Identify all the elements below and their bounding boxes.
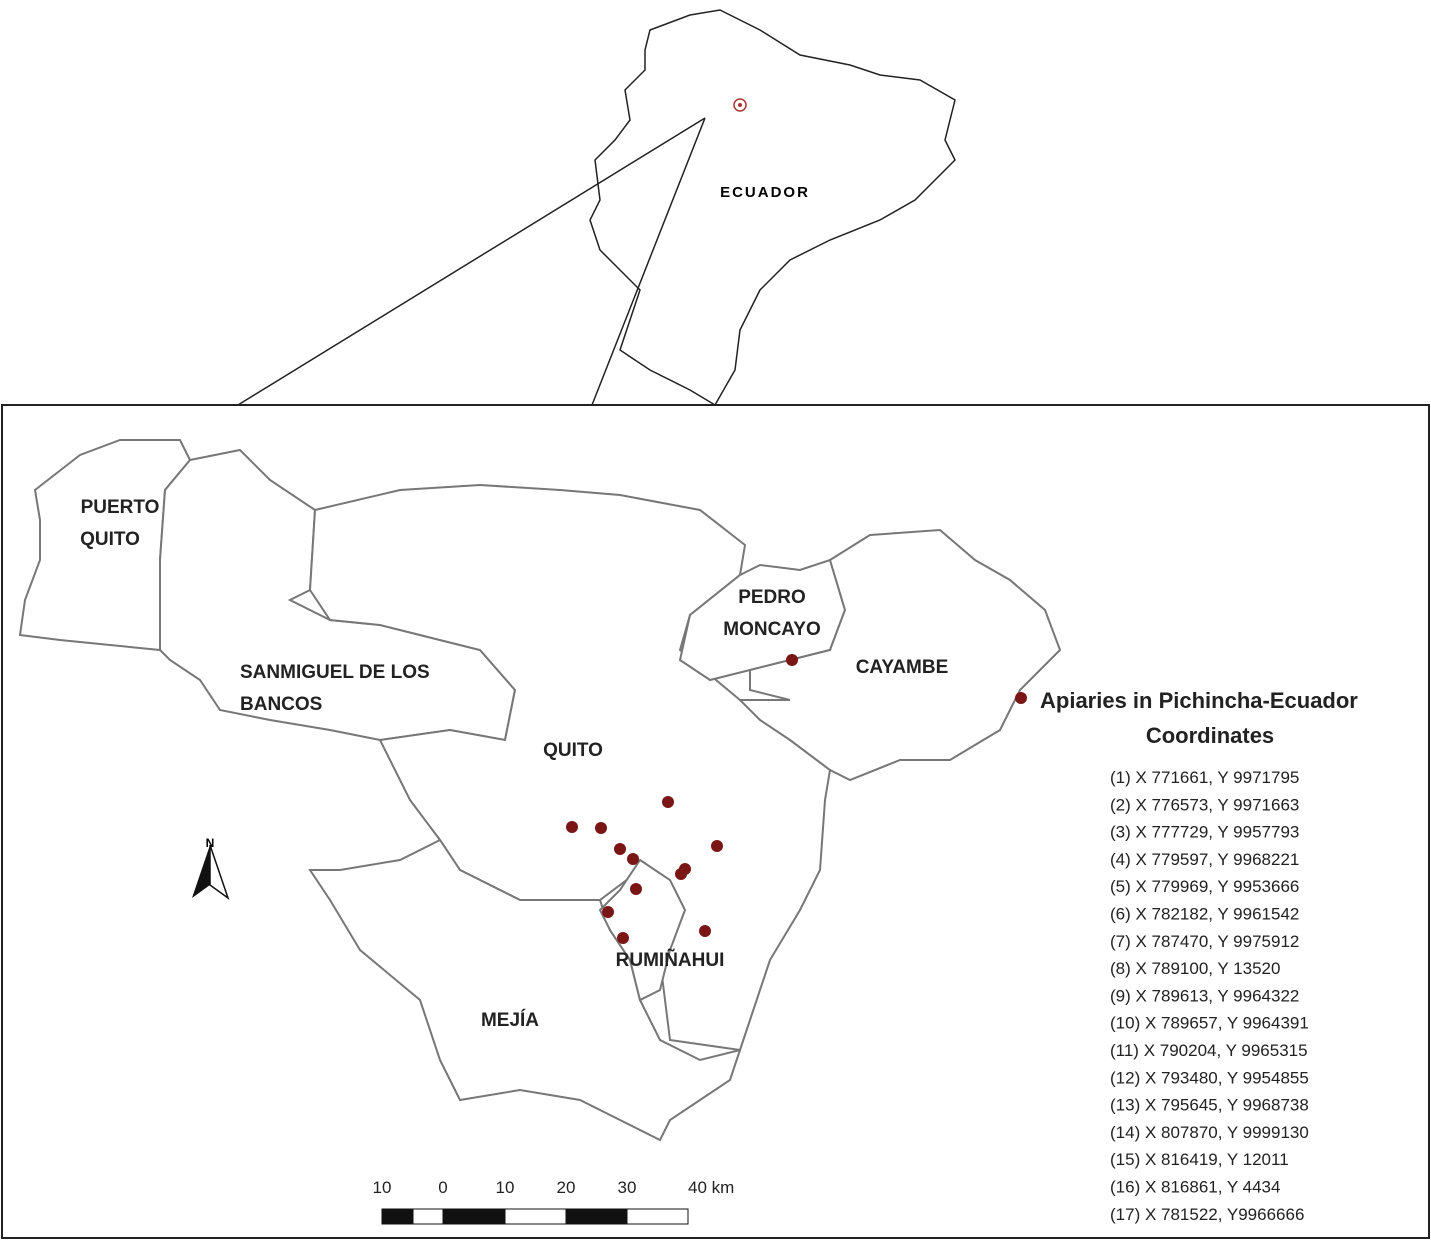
zoom-line	[591, 117, 706, 406]
apiary-point	[711, 840, 723, 852]
scale-label: 10	[373, 1178, 392, 1197]
scale-segment	[412, 1208, 444, 1225]
north-arrow	[209, 844, 230, 900]
scale-segment	[626, 1208, 689, 1225]
region-label: SANMIGUEL DE LOS	[240, 662, 430, 683]
legend-item: (3) X 777729, Y 9957793	[1110, 823, 1299, 842]
zoom-line	[237, 117, 706, 406]
legend-item: (1) X 771661, Y 9971795	[1110, 768, 1299, 787]
north-label: N	[206, 836, 215, 850]
region-label: RUMIÑAHUI	[616, 949, 725, 971]
legend-symbol	[1015, 692, 1027, 704]
region-label: MONCAYO	[723, 619, 820, 640]
ecuador-outline	[589, 9, 956, 407]
scale-segment	[381, 1208, 414, 1225]
scale-label: 0	[438, 1178, 447, 1197]
apiary-point	[617, 932, 629, 944]
legend-item: (16) X 816861, Y 4434	[1110, 1178, 1280, 1197]
scale-label: 40 km	[688, 1178, 734, 1197]
legend-item: (7) X 787470, Y 9975912	[1110, 932, 1299, 951]
legend-item: (4) X 779597, Y 9968221	[1110, 850, 1299, 869]
apiary-point	[627, 853, 639, 865]
scale-segment	[442, 1208, 506, 1225]
apiary-point	[662, 796, 674, 808]
scale-label: 10	[496, 1178, 515, 1197]
region-label: PEDRO	[738, 587, 806, 608]
apiary-point	[630, 883, 642, 895]
apiary-point	[614, 843, 626, 855]
apiary-point	[786, 654, 798, 666]
legend-item: (9) X 789613, Y 9964322	[1110, 986, 1299, 1005]
legend-item: (11) X 790204, Y 9965315	[1110, 1041, 1308, 1060]
legend-title: Apiaries in Pichincha-Ecuador	[1040, 688, 1358, 713]
apiary-point	[602, 906, 614, 918]
legend-item: (17) X 781522, Y9966666	[1110, 1205, 1304, 1224]
legend-item: (14) X 807870, Y 9999130	[1110, 1123, 1309, 1142]
scale-segment	[565, 1208, 628, 1225]
north-arrow	[192, 845, 210, 898]
region	[737, 528, 1062, 782]
apiary-point	[566, 821, 578, 833]
region-label: MEJÍA	[481, 1009, 539, 1031]
legend-items: (1) X 771661, Y 9971795 (2) X 776573, Y 9…	[1110, 768, 1309, 1224]
region-label: BANCOS	[240, 694, 322, 715]
apiary-point	[699, 925, 711, 937]
region	[308, 838, 742, 1142]
region-label: CAYAMBE	[856, 657, 949, 678]
legend-item: (6) X 782182, Y 9961542	[1110, 905, 1299, 924]
legend-item: (2) X 776573, Y 9971663	[1110, 795, 1299, 814]
legend-item: (5) X 779969, Y 9953666	[1110, 877, 1299, 896]
country-label: ECUADOR	[720, 184, 810, 201]
location-marker	[733, 98, 747, 112]
region-label: PUERTO	[81, 497, 160, 518]
scale-label: 30	[618, 1178, 637, 1197]
apiary-point	[595, 822, 607, 834]
scale-bar: 10 0 10 20 30 40 km	[373, 1178, 734, 1225]
region-label: QUITO	[80, 529, 140, 550]
scale-label: 20	[557, 1178, 576, 1197]
scale-segment	[504, 1208, 567, 1225]
legend-item: (12) X 793480, Y 9954855	[1110, 1068, 1309, 1087]
apiaries	[566, 654, 798, 944]
legend-item: (8) X 789100, Y 13520	[1110, 959, 1280, 978]
location-marker-dot	[738, 103, 742, 107]
legend-subtitle: Coordinates	[1146, 723, 1274, 748]
legend-item: (15) X 816419, Y 12011	[1110, 1150, 1289, 1169]
legend-item: (10) X 789657, Y 9964391	[1110, 1014, 1309, 1033]
apiary-point	[679, 863, 691, 875]
region	[598, 858, 687, 1002]
region-label: QUITO	[543, 740, 603, 761]
legend-item: (13) X 795645, Y 9968738	[1110, 1096, 1309, 1115]
